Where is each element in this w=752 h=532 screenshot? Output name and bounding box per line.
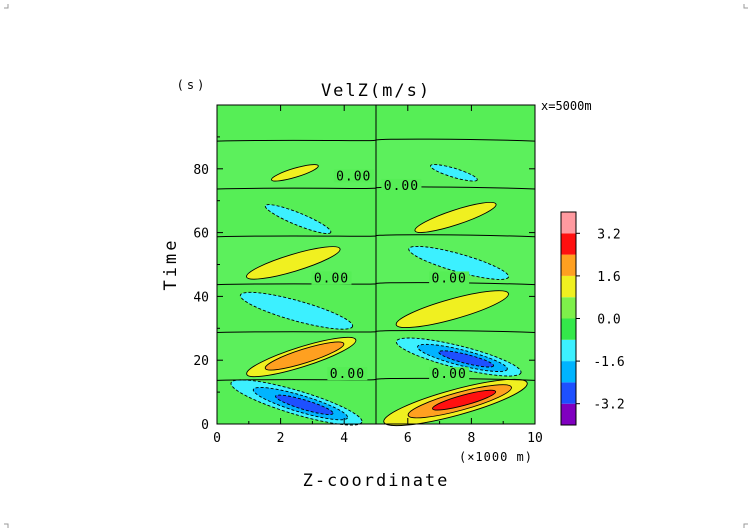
y-tick-label: 40 <box>193 290 209 305</box>
chart-title: VelZ(m/s) <box>321 81 431 101</box>
x-axis-label: Z-coordinate <box>303 471 450 491</box>
positive-contour-feature <box>414 201 497 233</box>
y-tick-label: 20 <box>193 354 209 369</box>
y-unit-label: (s) <box>177 78 208 92</box>
contour-level <box>432 389 497 411</box>
y-axis-label: Time <box>161 238 181 291</box>
positive-contour-feature <box>383 378 528 427</box>
negative-contour-feature <box>408 245 510 280</box>
zero-contour-label: 0.00 <box>330 367 365 382</box>
positive-contour-feature <box>246 336 357 378</box>
colorbar-tick-label: -1.6 <box>593 355 624 370</box>
x-axis: 0 2 4 6 8 10 <box>213 105 543 446</box>
zero-label-bg <box>311 271 352 285</box>
colorbar-segment <box>561 339 576 362</box>
x-tick-label: 8 <box>467 431 475 446</box>
colorbar-segment <box>561 382 576 404</box>
zero-label-bg <box>381 178 422 192</box>
y-axis: 0 20 40 60 80 <box>193 136 535 433</box>
zero-contour-label: 0.00 <box>384 179 419 194</box>
contour-level <box>264 204 332 234</box>
negative-contour-feature <box>430 164 478 182</box>
zero-label-bg <box>429 367 470 381</box>
contour-level <box>430 164 478 182</box>
colorbar-segment <box>561 318 576 340</box>
zero-contour-labels: 0.00 0.00 0.00 0.00 0.00 0.00 <box>311 169 470 382</box>
contour-level <box>246 246 341 280</box>
contour-level <box>271 164 319 182</box>
negative-contour-feature <box>395 337 522 377</box>
zero-contour-label: 0.00 <box>431 367 466 382</box>
zero-contour-label: 0.00 <box>336 169 371 184</box>
positive-contour-feature <box>271 164 319 182</box>
contour-level <box>395 290 509 329</box>
colorbar-tick-label: 0.0 <box>597 313 620 328</box>
y-tick-label: 0 <box>201 418 209 433</box>
colorbar-segment <box>561 297 576 319</box>
positive-contour-feature <box>395 290 509 329</box>
contour-level <box>264 341 345 371</box>
x-tick-label: 10 <box>527 431 543 446</box>
colorbar-tick-label: 1.6 <box>597 270 620 285</box>
corner-marks <box>4 4 748 528</box>
colorbar-tick-label: -3.2 <box>593 398 624 413</box>
zero-label-bg <box>333 169 374 183</box>
contour-level <box>438 350 495 368</box>
zero-contour-label: 0.00 <box>314 271 349 286</box>
x-tick-label: 0 <box>213 431 221 446</box>
colorbar-tick-label: 3.2 <box>597 227 620 242</box>
contour-level <box>414 201 497 233</box>
x-tick-label: 6 <box>404 431 412 446</box>
chart-subtitle: x=5000m <box>541 99 592 113</box>
negative-contour-feature <box>264 204 332 234</box>
y-tick-label: 60 <box>193 227 209 242</box>
x-unit-label: (×1000 m) <box>459 450 533 464</box>
plot-area: 0.00 0.00 0.00 0.00 0.00 0.00 <box>216 104 536 427</box>
colorbar-segment <box>561 275 576 298</box>
x-tick-label: 2 <box>277 431 285 446</box>
x-tick-label: 4 <box>340 431 348 446</box>
colorbar-segment <box>561 361 576 383</box>
contour-features <box>230 164 528 427</box>
y-tick-label: 80 <box>193 163 209 178</box>
contour-level <box>275 394 334 415</box>
positive-contour-feature <box>246 246 341 280</box>
negative-contour-feature <box>230 379 363 426</box>
contour-level <box>239 291 354 330</box>
colorbar-segment <box>561 233 576 255</box>
zero-label-bg <box>429 271 470 285</box>
negative-contour-feature <box>239 291 354 330</box>
zero-contour-label: 0.00 <box>431 271 466 286</box>
contour-level <box>408 245 510 280</box>
colorbar-segment <box>561 403 576 425</box>
colorbar-segment <box>561 254 576 276</box>
zero-label-bg <box>327 367 368 381</box>
colorbar: 3.2 1.6 0.0 -1.6 -3.2 <box>560 211 625 426</box>
colorbar-segment <box>561 212 576 234</box>
